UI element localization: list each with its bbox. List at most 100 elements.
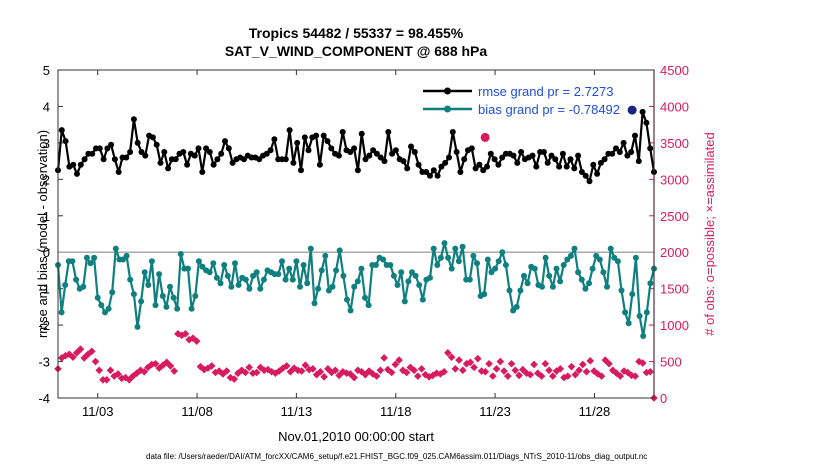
obs-count-point [387,368,396,377]
rmse-point [495,161,502,168]
obs-count-point [185,335,193,344]
obs-count-point [496,357,505,366]
rmse-point [199,169,206,175]
bias-point [506,287,513,294]
bias-point [145,282,152,288]
obs-count-point [69,353,77,361]
obs-count-point [582,367,591,376]
rmse-point [423,169,430,175]
bias-point [289,276,296,283]
obs-count-point [451,365,460,373]
rmse-point [294,139,301,146]
bias-point [419,296,426,303]
rmse-point [567,156,574,163]
x-tick-label: 11/03 [82,404,114,419]
bias-point [123,252,130,259]
obs-count-point [410,366,418,375]
obs-count-point [620,367,628,375]
x-tick-label: 11/08 [181,404,213,419]
rmse-point [427,172,433,179]
bias-point [206,269,213,276]
bias-point [427,274,433,281]
y-left-label: rmse and bias (model - observation) [35,130,50,338]
rmse-point [111,156,118,163]
bias-point [141,269,148,276]
rmse-point [339,129,346,135]
rmse-point [578,169,585,175]
bias-point [524,280,531,287]
rmse-point [316,161,323,168]
obs-count-point [504,372,512,380]
obs-count-point [575,366,583,375]
bias-point [246,285,253,292]
rmse-point [142,152,149,159]
rmse-point [62,138,69,145]
obs-count-point [102,375,111,384]
obs-count-point [350,373,358,382]
rmse-point [590,161,597,168]
bias-point [87,260,94,267]
obs-count-point [432,369,441,378]
obs-count-point [346,370,355,378]
bias-point [412,272,419,279]
bias-point [549,283,556,290]
x-axis-label: Nov.01,2010 00:00:00 start [278,429,434,444]
obs-count-point [646,367,655,376]
rmse-point [373,150,380,157]
rmse-point [381,158,388,165]
obs-count-point [440,367,448,376]
bias-point [575,269,582,276]
bias-point [318,267,325,274]
bias-point [80,283,87,290]
rmse-point [609,150,616,157]
bias-point [109,289,116,296]
y-right-tick-label: 3500 [660,136,689,151]
obs-count-point [485,359,493,368]
rmse-point [487,150,494,157]
obs-count-point [192,337,201,345]
rmse-point [597,159,604,166]
bias-point [91,254,98,261]
bias-point [286,265,293,272]
rmse-point [370,147,377,154]
bias-point [300,262,307,268]
bias-point [441,240,448,247]
right-axis: 0 500 1000 1500 2000 2500 3000 3500 4000 4500 [649,63,689,406]
rmse-point [320,132,327,139]
obs-count-point [376,366,385,375]
rmse-point [74,170,80,177]
bias-point [474,260,480,267]
bias-point [351,283,358,290]
bias-point [105,305,112,312]
obs-count-point [335,371,343,380]
y-left-tick-label: 4 [43,99,50,114]
obs-count-point [76,345,85,353]
bias-point [217,280,224,287]
rmse-point [484,163,490,170]
obs-count-point [72,349,81,357]
obs-count-point [166,362,175,370]
rmse-point [411,149,418,155]
obs-count-point [117,374,126,383]
obs-count-point [170,367,179,375]
bias-point [398,269,405,276]
rmse-point [70,161,77,168]
obs-count-point [230,375,238,383]
obs-count-point [462,359,471,368]
obs-count-point [402,368,411,377]
rmse-point [434,172,441,179]
obs-count-point [530,360,538,369]
legend-rmse-label: rmse grand pr = 2.7273 [478,84,614,99]
bias-point [636,313,643,319]
rmse-point [172,156,179,163]
rmse-point [290,159,297,166]
rmse-point [127,149,134,155]
obs-count-point [567,362,576,371]
bias-point [492,265,499,272]
obs-count-point [578,360,587,369]
bias-series [55,240,657,339]
bias-point [629,291,636,298]
rmse-point [138,149,145,155]
bias-point [586,280,592,287]
obs-count-point [95,366,104,375]
